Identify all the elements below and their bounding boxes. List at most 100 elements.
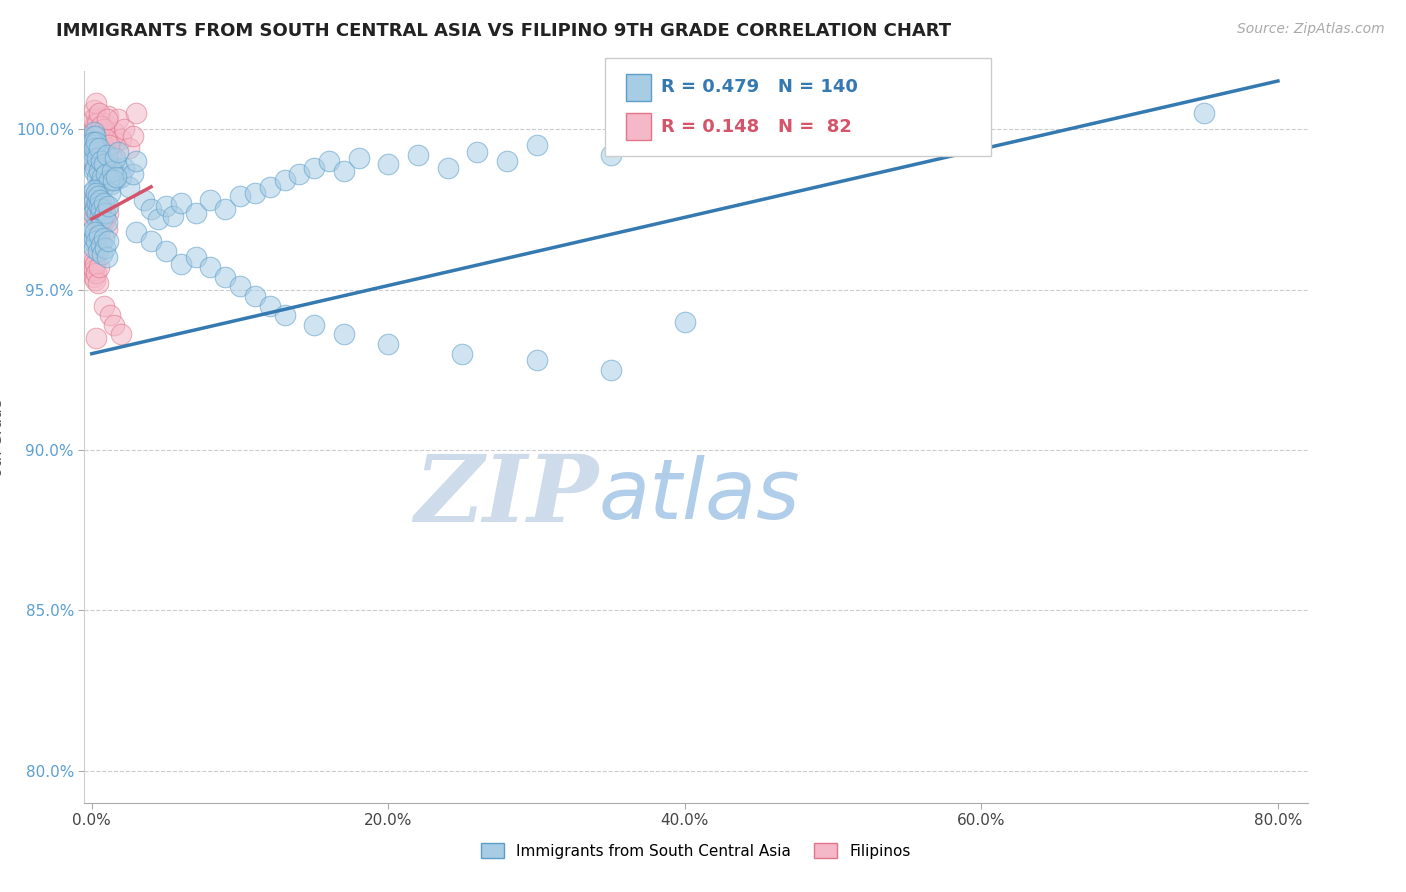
Point bbox=[82, 154, 104, 169]
Point bbox=[83, 128, 105, 143]
Point bbox=[103, 125, 125, 139]
Point bbox=[94, 161, 117, 175]
Point bbox=[82, 132, 104, 146]
Point bbox=[170, 257, 193, 271]
Point bbox=[347, 151, 370, 165]
Point bbox=[87, 179, 110, 194]
Point bbox=[110, 132, 132, 146]
Point bbox=[103, 173, 125, 187]
Point bbox=[84, 141, 107, 155]
Y-axis label: 9th Grade: 9th Grade bbox=[0, 399, 4, 475]
Point bbox=[100, 177, 122, 191]
Text: Source: ZipAtlas.com: Source: ZipAtlas.com bbox=[1237, 22, 1385, 37]
Point bbox=[89, 209, 111, 223]
Point bbox=[87, 154, 110, 169]
Point bbox=[84, 202, 107, 217]
Point bbox=[82, 128, 104, 143]
Point bbox=[89, 215, 111, 229]
Point bbox=[87, 189, 110, 203]
Point bbox=[98, 138, 121, 153]
Point bbox=[599, 148, 621, 162]
Point bbox=[90, 135, 112, 149]
Point bbox=[84, 235, 107, 249]
Point bbox=[288, 167, 311, 181]
Point bbox=[86, 116, 108, 130]
Point bbox=[105, 170, 128, 185]
Point bbox=[87, 195, 110, 210]
Text: R = 0.148   N =  82: R = 0.148 N = 82 bbox=[661, 118, 852, 136]
Point bbox=[97, 173, 120, 187]
Point bbox=[104, 135, 127, 149]
Point bbox=[82, 128, 104, 143]
Point bbox=[107, 145, 129, 159]
Point bbox=[86, 276, 108, 290]
Point bbox=[82, 195, 104, 210]
Point bbox=[89, 148, 111, 162]
Point bbox=[91, 247, 114, 261]
Point bbox=[125, 154, 148, 169]
Point bbox=[526, 138, 548, 153]
Point bbox=[148, 211, 170, 226]
Point bbox=[90, 119, 112, 133]
Point bbox=[82, 260, 104, 274]
Text: atlas: atlas bbox=[598, 455, 800, 536]
Point bbox=[103, 318, 125, 332]
Point bbox=[673, 315, 696, 329]
Point bbox=[83, 253, 105, 268]
Point bbox=[89, 141, 111, 155]
Point bbox=[90, 154, 112, 169]
Point bbox=[93, 202, 115, 217]
Point bbox=[90, 237, 112, 252]
Point bbox=[104, 151, 127, 165]
Point bbox=[259, 299, 281, 313]
Point bbox=[243, 289, 266, 303]
Point bbox=[496, 154, 519, 169]
Point bbox=[97, 199, 120, 213]
Point bbox=[243, 186, 266, 201]
Point bbox=[101, 163, 124, 178]
Point bbox=[82, 112, 104, 127]
Point bbox=[96, 221, 118, 235]
Point bbox=[89, 177, 111, 191]
Point bbox=[93, 157, 115, 171]
Point bbox=[86, 205, 108, 219]
Point bbox=[87, 112, 110, 127]
Point bbox=[84, 138, 107, 153]
Point bbox=[91, 145, 114, 159]
Point bbox=[82, 145, 104, 159]
Point bbox=[86, 170, 108, 185]
Point bbox=[91, 219, 114, 233]
Point bbox=[97, 205, 120, 219]
Point bbox=[86, 202, 108, 217]
Point bbox=[83, 154, 105, 169]
Point bbox=[184, 251, 207, 265]
Point bbox=[302, 318, 325, 332]
Point bbox=[82, 154, 104, 169]
Point bbox=[86, 244, 108, 258]
Point bbox=[87, 205, 110, 219]
Legend: Immigrants from South Central Asia, Filipinos: Immigrants from South Central Asia, Fili… bbox=[475, 837, 917, 864]
Point bbox=[599, 362, 621, 376]
Point bbox=[98, 167, 121, 181]
Text: IMMIGRANTS FROM SOUTH CENTRAL ASIA VS FILIPINO 9TH GRADE CORRELATION CHART: IMMIGRANTS FROM SOUTH CENTRAL ASIA VS FI… bbox=[56, 22, 952, 40]
Point bbox=[84, 225, 107, 239]
Point bbox=[96, 112, 118, 127]
Point bbox=[83, 183, 105, 197]
Point bbox=[82, 138, 104, 153]
Point bbox=[90, 202, 112, 217]
Point bbox=[93, 173, 115, 187]
Point bbox=[83, 193, 105, 207]
Point bbox=[82, 202, 104, 217]
Point bbox=[107, 112, 129, 127]
Point bbox=[229, 189, 252, 203]
Point bbox=[94, 241, 117, 255]
Point bbox=[302, 161, 325, 175]
Point bbox=[83, 263, 105, 277]
Point bbox=[84, 331, 107, 345]
Point bbox=[112, 161, 135, 175]
Point bbox=[110, 327, 132, 342]
Point bbox=[84, 128, 107, 143]
Point bbox=[87, 145, 110, 159]
Point bbox=[333, 163, 356, 178]
Point bbox=[93, 195, 115, 210]
